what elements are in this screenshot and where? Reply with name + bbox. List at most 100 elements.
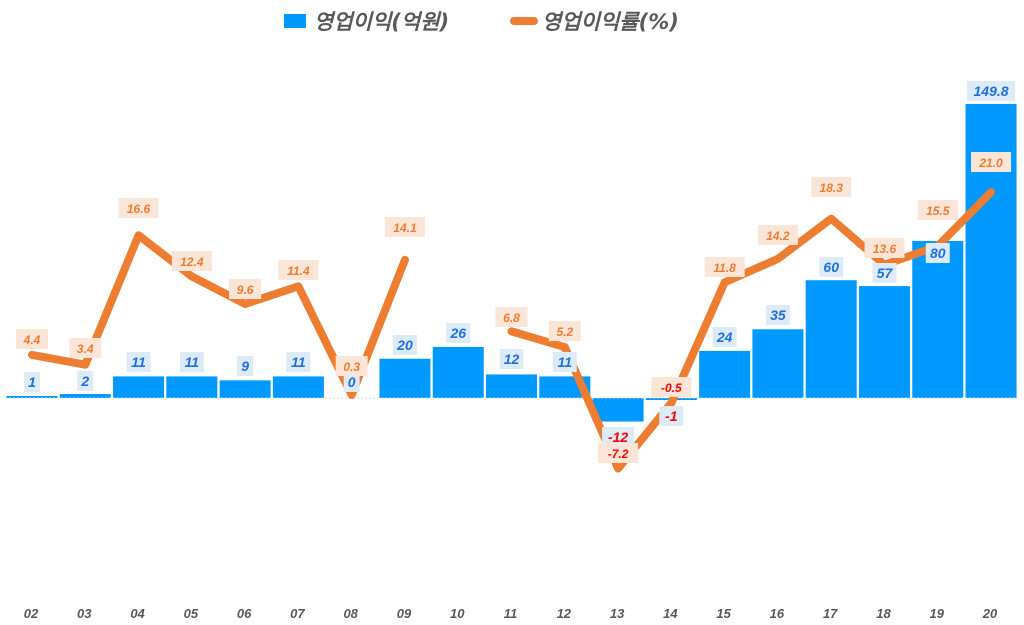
bar-value-label-12-bg: [552, 352, 577, 372]
bar-value-label-14-bg: [659, 406, 684, 426]
bar-value-label-18-bg: [872, 263, 897, 283]
margin-value-label-04: 16.6: [127, 202, 151, 216]
margin-value-label-07-bg: [278, 260, 319, 280]
bar-value-label-12: 11: [558, 354, 573, 370]
bar-value-label-07-bg: [286, 352, 311, 372]
margin-value-label-02-bg: [16, 329, 48, 349]
x-tick-18: 18: [876, 606, 891, 621]
bar-13: [592, 398, 644, 422]
bar-value-label-20-bg: [967, 81, 1016, 101]
margin-value-label-19: 15.5: [926, 204, 950, 218]
x-tick-03: 03: [77, 606, 92, 621]
bar-value-label-05-bg: [179, 352, 204, 372]
margin-value-label-18: 13.6: [873, 242, 897, 256]
line-data-labels: 4.4 3.4 16.6 12.4 9.6 11.4 0.3 14.1 6.8 5.2 -7.2 -0…: [16, 152, 1012, 463]
x-tick-09: 09: [397, 606, 412, 621]
margin-value-label-06: 9.6: [237, 283, 254, 297]
bar-value-label-16: 35: [770, 307, 786, 323]
bar-value-label-13-bg: [602, 427, 635, 447]
bar-value-label-08-bg: [343, 372, 360, 392]
margin-line-segment: [507, 188, 996, 473]
x-axis: 02 03 04 05 06 07 08 09 10 11 12 13 14 15 16 17 18 19 20: [24, 606, 998, 621]
margin-value-label-19-bg: [917, 200, 958, 220]
margin-value-label-15: 11.8: [713, 261, 736, 275]
x-tick-07: 07: [290, 606, 305, 621]
x-tick-12: 12: [557, 606, 572, 621]
margin-value-label-13-bg: [598, 443, 639, 463]
bar-10: [432, 346, 484, 398]
margin-value-label-20: 21.0: [978, 156, 1003, 170]
bar-03: [59, 394, 111, 398]
bar-17: [805, 280, 857, 398]
bar-value-label-15: 24: [716, 329, 733, 345]
bar-value-label-11: 12: [504, 351, 520, 367]
margin-value-label-11: 6.8: [503, 311, 520, 325]
bar-06: [219, 380, 271, 398]
margin-value-label-12-bg: [548, 321, 581, 341]
legend-item-operating-margin: 영업이익률(%): [510, 6, 679, 36]
x-tick-15: 15: [716, 606, 731, 621]
bar-value-label-04-bg: [126, 352, 151, 372]
bar-value-label-03-bg: [77, 371, 94, 391]
bar-value-label-14: -1: [665, 408, 678, 424]
x-tick-02: 02: [24, 606, 39, 621]
margin-value-label-03-bg: [69, 338, 102, 358]
bar-value-label-06: 9: [241, 358, 249, 374]
bar-07: [272, 376, 324, 398]
bar-value-label-13: -12: [608, 429, 628, 445]
margin-value-label-15-bg: [704, 257, 745, 277]
bar-09: [379, 358, 431, 398]
bar-value-label-02: 1: [28, 374, 36, 390]
bar-value-label-09: 20: [396, 337, 413, 353]
margin-value-label-12: 5.2: [556, 325, 573, 339]
bar-value-label-05: 11: [185, 354, 200, 370]
bar-value-label-08: 0: [348, 374, 356, 390]
bar-19: [912, 240, 964, 398]
bar-value-label-19-bg: [925, 243, 950, 263]
margin-value-label-09: 14.1: [393, 221, 417, 235]
x-tick-06: 06: [237, 606, 252, 621]
x-tick-13: 13: [610, 606, 625, 621]
margin-value-label-09-bg: [384, 217, 425, 237]
bar-value-label-09-bg: [392, 335, 417, 355]
bar-20: [965, 103, 1017, 398]
bar-swatch-icon: [284, 14, 306, 28]
margin-value-label-08: 0.3: [343, 360, 360, 374]
bar-value-label-17-bg: [819, 257, 844, 277]
margin-value-label-02: 4.4: [23, 333, 41, 347]
bar-value-label-17: 60: [823, 259, 839, 275]
margin-value-label-07: 11.4: [287, 264, 310, 278]
bar-04: [113, 376, 165, 398]
bar-value-label-04: 11: [131, 354, 146, 370]
x-tick-19: 19: [930, 606, 945, 621]
margin-value-label-13: -7.2: [608, 447, 629, 461]
margin-value-label-11-bg: [495, 307, 528, 327]
bar-16: [752, 329, 804, 398]
bar-05: [166, 376, 218, 398]
chart-legend: 영업이익(억원) 영업이익률(%): [0, 6, 1024, 40]
bar-value-label-06-bg: [237, 356, 254, 376]
bar-15: [699, 350, 751, 398]
x-tick-20: 20: [982, 606, 998, 621]
x-tick-17: 17: [823, 606, 838, 621]
bar-value-label-11-bg: [499, 349, 524, 369]
margin-value-label-04-bg: [118, 198, 159, 218]
margin-value-label-14: -0.5: [661, 381, 682, 395]
margin-value-label-05-bg: [171, 251, 212, 271]
margin-value-label-17-bg: [811, 177, 852, 197]
bar-value-label-15-bg: [712, 327, 737, 347]
margin-value-label-03: 3.4: [77, 342, 94, 356]
bar-value-label-07: 11: [291, 354, 306, 370]
bar-value-label-10: 26: [449, 325, 466, 341]
bar-11: [486, 374, 538, 398]
bar-value-label-03: 2: [80, 373, 89, 389]
line-swatch-icon: [510, 17, 538, 25]
legend-label-operating-margin: 영업이익률(%): [542, 10, 679, 34]
margin-value-label-16-bg: [757, 225, 798, 245]
legend-label-operating-profit: 영업이익(억원): [314, 10, 450, 34]
x-tick-10: 10: [450, 606, 465, 621]
legend-item-operating-profit: 영업이익(억원): [284, 6, 449, 36]
margin-value-label-16: 14.2: [766, 229, 790, 243]
bar-02: [6, 396, 58, 398]
